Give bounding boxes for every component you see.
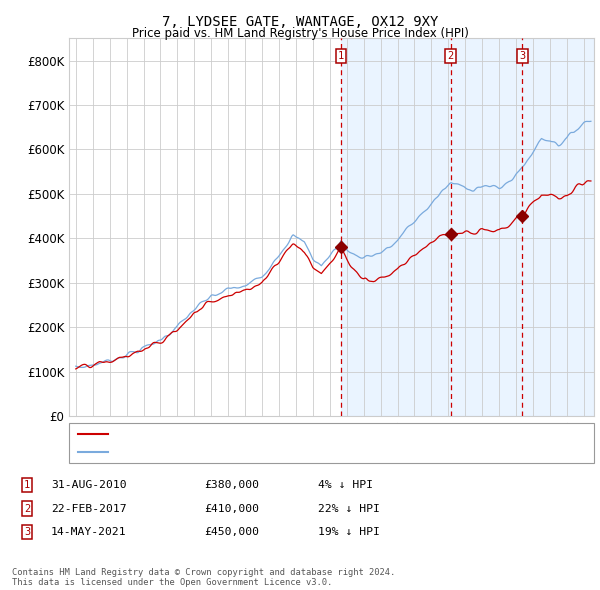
Text: 1: 1: [24, 480, 30, 490]
Text: 2: 2: [448, 51, 454, 61]
Text: 7, LYDSEE GATE, WANTAGE, OX12 9XY (detached house): 7, LYDSEE GATE, WANTAGE, OX12 9XY (detac…: [114, 430, 439, 440]
Text: 3: 3: [24, 527, 30, 537]
Text: 3: 3: [519, 51, 526, 61]
Text: 2: 2: [24, 504, 30, 513]
Text: 14-MAY-2021: 14-MAY-2021: [51, 527, 127, 537]
Text: Contains HM Land Registry data © Crown copyright and database right 2024.
This d: Contains HM Land Registry data © Crown c…: [12, 568, 395, 587]
Text: Price paid vs. HM Land Registry's House Price Index (HPI): Price paid vs. HM Land Registry's House …: [131, 27, 469, 40]
Text: 22-FEB-2017: 22-FEB-2017: [51, 504, 127, 513]
Text: 7, LYDSEE GATE, WANTAGE, OX12 9XY: 7, LYDSEE GATE, WANTAGE, OX12 9XY: [162, 15, 438, 29]
Text: 22% ↓ HPI: 22% ↓ HPI: [318, 504, 380, 513]
Text: £380,000: £380,000: [204, 480, 259, 490]
Text: £410,000: £410,000: [204, 504, 259, 513]
Text: 31-AUG-2010: 31-AUG-2010: [51, 480, 127, 490]
Text: £450,000: £450,000: [204, 527, 259, 537]
Text: 1: 1: [338, 51, 344, 61]
Text: HPI: Average price, detached house, Vale of White Horse: HPI: Average price, detached house, Vale…: [114, 447, 472, 457]
Text: 4% ↓ HPI: 4% ↓ HPI: [318, 480, 373, 490]
Text: 19% ↓ HPI: 19% ↓ HPI: [318, 527, 380, 537]
Bar: [341, 38, 594, 416]
